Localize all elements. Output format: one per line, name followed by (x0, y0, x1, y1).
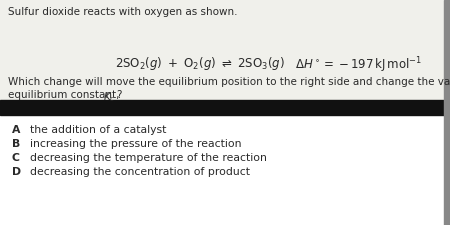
Text: ?: ? (116, 90, 122, 100)
Text: decreasing the concentration of product: decreasing the concentration of product (30, 167, 250, 177)
Text: increasing the pressure of the reaction: increasing the pressure of the reaction (30, 139, 242, 149)
Text: $\Delta H^\circ = -197\,\mathrm{kJ\,mol}^{-1}$: $\Delta H^\circ = -197\,\mathrm{kJ\,mol}… (295, 55, 422, 75)
Bar (444, 0, 450, 225)
Text: C: C (12, 153, 20, 163)
Bar (0, 0, 450, 100)
Text: Which change will move the equilibrium position to the right side and change the: Which change will move the equilibrium p… (8, 77, 450, 87)
Text: A: A (12, 125, 20, 135)
Text: B: B (12, 139, 20, 149)
Bar (0, 115, 450, 225)
Text: $K_c$: $K_c$ (103, 90, 116, 104)
Text: the addition of a catalyst: the addition of a catalyst (30, 125, 166, 135)
Bar (0, 100, 450, 115)
Text: decreasing the temperature of the reaction: decreasing the temperature of the reacti… (30, 153, 267, 163)
Text: D: D (12, 167, 21, 177)
Text: $2\mathrm{SO}_2(g)\ +\ \mathrm{O}_2(g)\ \rightleftharpoons\ 2\mathrm{SO}_3(g)$: $2\mathrm{SO}_2(g)\ +\ \mathrm{O}_2(g)\ … (115, 55, 285, 72)
Text: Sulfur dioxide reacts with oxygen as shown.: Sulfur dioxide reacts with oxygen as sho… (8, 7, 238, 17)
Text: equilibrium constant,: equilibrium constant, (8, 90, 123, 100)
